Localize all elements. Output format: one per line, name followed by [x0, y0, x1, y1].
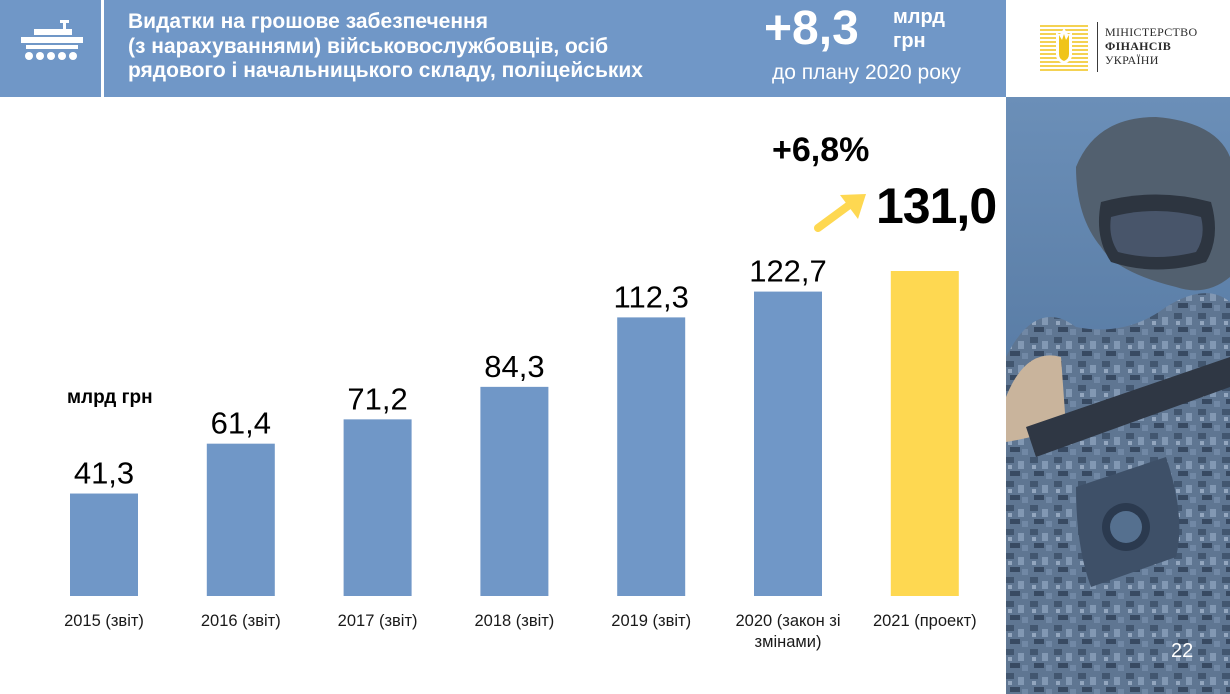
category-label: 2016 (звіт): [201, 612, 281, 630]
ministry-logo: МІНІСТЕРСТВО ФІНАНСІВ УКРАЇНИ: [1006, 0, 1230, 97]
page-number: 22: [1171, 640, 1194, 662]
delta-unit-line: грн: [893, 30, 926, 52]
delta-unit: млрд грн: [893, 5, 945, 53]
delta-unit-line: млрд: [893, 6, 945, 28]
logo-line: МІНІСТЕРСТВО: [1105, 25, 1198, 39]
unit-label: млрд грн: [67, 387, 153, 408]
tank-icon: [21, 20, 83, 60]
bar: [754, 291, 822, 596]
bar: [70, 493, 138, 596]
category-label: змінами): [755, 633, 822, 651]
category-label: 2017 (звіт): [338, 612, 418, 630]
category-label: 2019 (звіт): [611, 612, 691, 630]
bar: [343, 419, 412, 596]
bar-chart: 41,3 2015 (звіт) 61,4 2016 (звіт) 71,2 2017 (…: [64, 254, 977, 651]
delta-value: +8,3: [764, 2, 859, 55]
ministry-name: МІНІСТЕРСТВО ФІНАНСІВ УКРАЇНИ: [1105, 25, 1197, 67]
value-label: 112,3: [614, 279, 689, 314]
page-title: Видатки на грошове забезпечення (з нарах…: [128, 10, 758, 84]
category-label: 2021 (проект): [873, 612, 977, 630]
value-label: 84,3: [484, 349, 544, 384]
category-label: 2015 (звіт): [64, 612, 144, 630]
bar: [480, 386, 549, 596]
header-divider: [101, 0, 104, 97]
trident-emblem-icon: [1040, 25, 1088, 71]
title-line: (з нарахуваннями) військовослужбовців, о…: [128, 34, 609, 58]
growth-percent-label: +6,8%: [772, 131, 870, 169]
value-label: 71,2: [347, 381, 407, 416]
logo-divider: [1097, 22, 1098, 72]
logo-line: УКРАЇНИ: [1105, 53, 1159, 67]
arrow-up-right-icon: [814, 194, 866, 232]
bar: [206, 443, 275, 596]
title-line: Видатки на грошове забезпечення: [128, 10, 488, 33]
category-label: 2018 (звіт): [474, 612, 554, 630]
logo-line: ФІНАНСІВ: [1105, 39, 1172, 53]
highlight-value-label: 131,0: [876, 178, 997, 234]
bar: [617, 317, 686, 596]
soldier-photo: [1006, 97, 1230, 694]
bar: [890, 271, 959, 596]
delta-subtitle: до плану 2020 року: [772, 61, 961, 84]
value-label: 61,4: [211, 406, 271, 441]
title-line: рядового і начальницького складу, поліце…: [128, 59, 643, 82]
value-label: 41,3: [74, 456, 134, 491]
value-label: 122,7: [749, 254, 827, 289]
category-label: 2020 (закон зі: [735, 612, 840, 630]
header-banner: Видатки на грошове забезпечення (з нарах…: [0, 0, 1006, 97]
